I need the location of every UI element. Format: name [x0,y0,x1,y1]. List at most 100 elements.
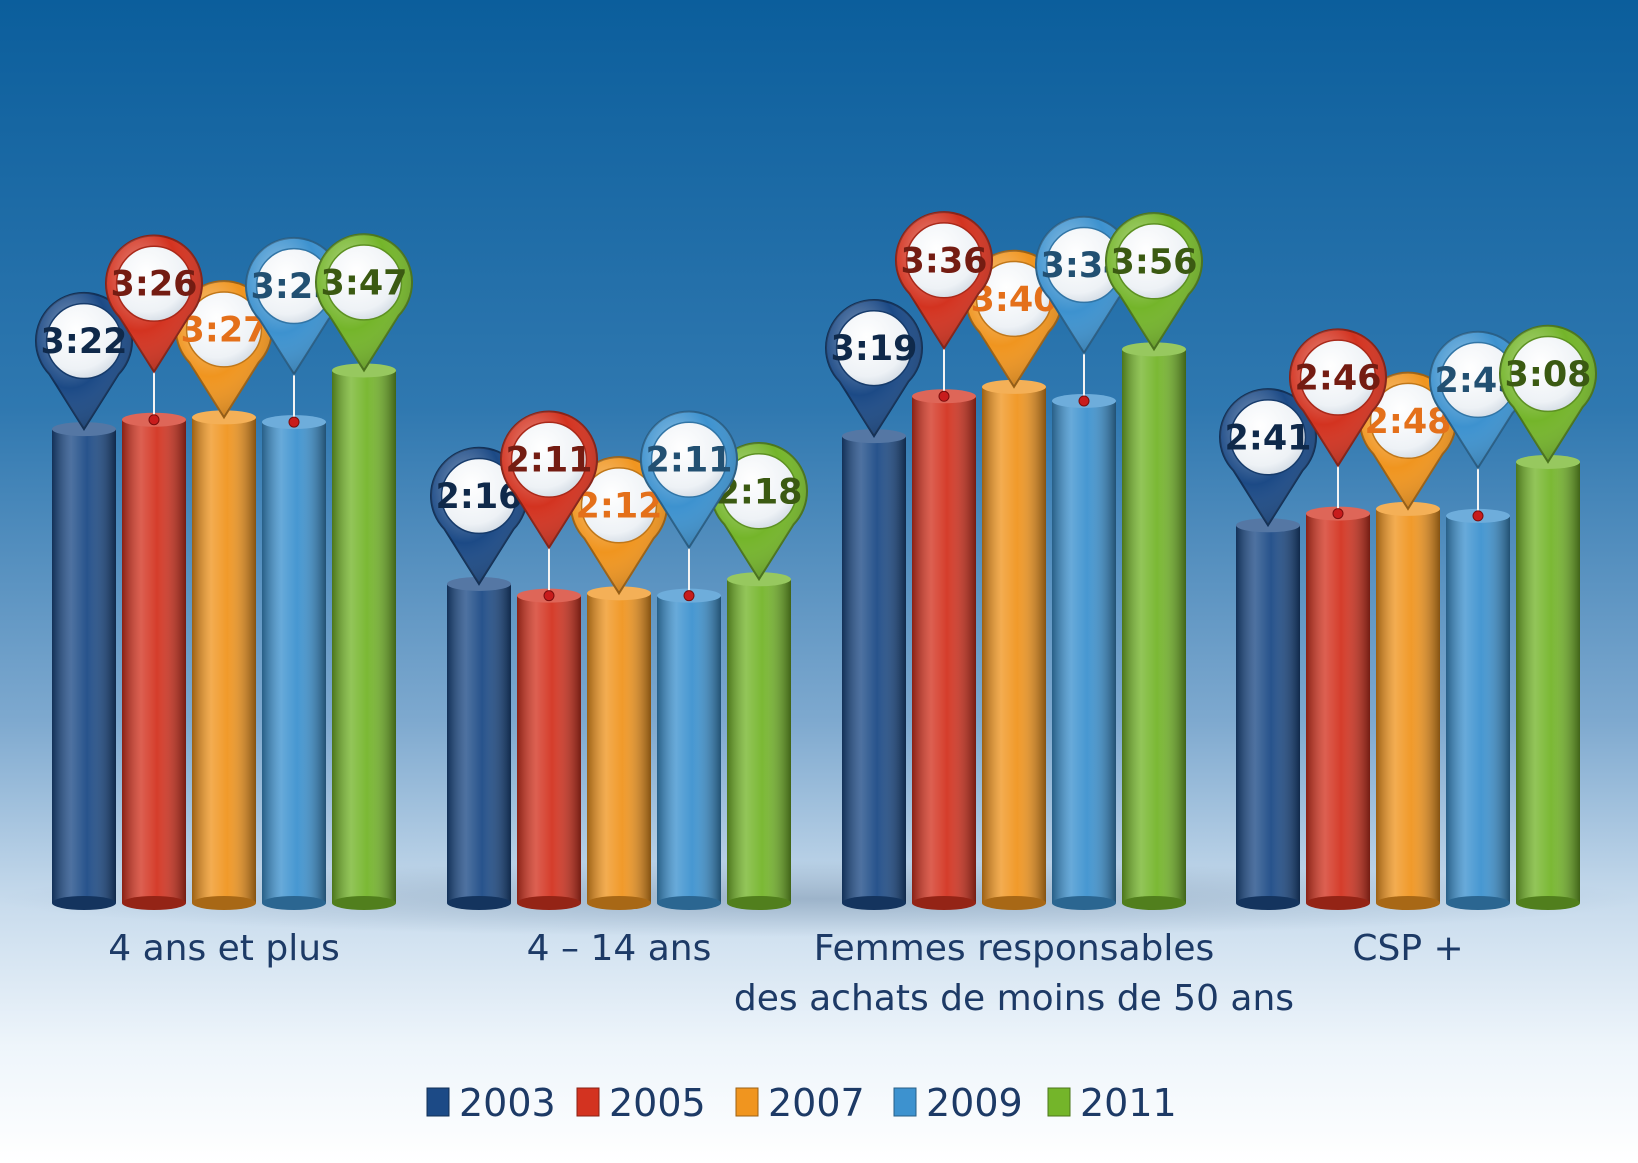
data-label-pin: 2:12 [570,456,668,596]
legend-label: 2007 [768,1081,865,1125]
bar-base [912,896,976,910]
legend-swatch [426,1087,450,1117]
bar [122,412,186,910]
bar-shading [447,583,511,903]
data-label-pin: 2:41 [1219,388,1317,528]
pin-face [185,291,263,368]
bar-base [262,896,326,910]
bar-shading [842,436,906,903]
bar-shading [982,386,1046,903]
data-label-pin: 3:19 [825,299,923,439]
bar [1052,393,1116,910]
legend-item: 2003 [426,1081,556,1125]
data-label-pin: 2:11 [500,410,598,602]
bar [1236,518,1300,910]
bar-base [1122,896,1186,910]
bar-base [1306,896,1370,910]
data-label: 3:27 [180,310,267,350]
bar-shading [1122,349,1186,903]
pin-dot [543,590,555,602]
bar [52,422,116,910]
bar-shading [1516,461,1580,903]
data-label-pin: 3:56 [1105,212,1203,352]
pin-face [1229,399,1307,476]
data-label: 2:11 [505,441,592,481]
bar-base [517,896,581,910]
category-label: des achats de moins de 50 ans [734,978,1294,1019]
category-label: 4 – 14 ans [527,928,712,969]
bar-shading [1236,525,1300,903]
bar [1516,454,1580,910]
bar-shading [727,579,791,903]
pin-face [1509,335,1587,413]
data-label: 2:41 [1224,418,1311,458]
pin-face [1115,223,1193,300]
pin-face [1299,339,1377,416]
legend-swatch [576,1087,600,1117]
pin-face [835,309,913,387]
bar [192,410,256,910]
bar-base [587,896,651,910]
pin-dot [148,414,160,426]
bar [912,389,976,910]
data-label-pin: 3:22 [35,292,133,431]
data-label-pin: 2:46 [1289,328,1387,520]
pin-face [905,222,983,299]
bar-shading [262,422,326,903]
legend-item: 2011 [1047,1081,1177,1125]
bar-base [1376,896,1440,910]
data-label: 2:48 [1364,402,1451,442]
data-label: 2:12 [575,486,662,526]
bar-base [1236,896,1300,910]
bar-shading [122,419,186,903]
bar [842,429,906,910]
bar-shading [52,429,116,903]
pin-dot [1472,510,1484,522]
data-label-pin: 2:48 [1359,371,1457,511]
legend-item: 2005 [576,1081,706,1125]
bar-shading [1052,400,1116,903]
data-label: 3:47 [320,263,407,303]
category-label: 4 ans et plus [108,928,340,969]
data-label: 3:19 [830,329,917,369]
legend-swatch [893,1087,917,1117]
bar-shading [1376,508,1440,903]
pin-face [580,467,658,544]
pin-dot [683,590,695,602]
data-label: 2:46 [1294,359,1381,399]
bar-base [657,896,721,910]
pin-face [1369,382,1447,460]
bar-shading [1306,513,1370,903]
pin-dot [1078,395,1090,407]
data-label-pin: 2:11 [640,410,738,602]
bar-base [982,896,1046,910]
category-label: Femmes responsables [814,928,1215,969]
bar-shading [657,595,721,903]
bar [982,379,1046,910]
legend-label: 2003 [459,1081,556,1125]
bar-base [447,896,511,910]
bar-shading [517,595,581,903]
data-label-pin: 3:08 [1499,324,1597,464]
data-label: 3:56 [1110,242,1197,282]
bar-shading [332,370,396,903]
data-label-pin: 3:27 [175,280,273,420]
bar [447,576,511,910]
bar [1376,501,1440,910]
floor-shadow [0,861,1638,937]
bar-shading [192,417,256,903]
bar-base [1516,896,1580,910]
bar-base [727,896,791,910]
bar [1446,508,1510,910]
bar-base [1446,896,1510,910]
bar-shading [587,593,651,903]
data-label-pin: 3:40 [965,249,1063,389]
legend-item: 2007 [735,1081,865,1125]
data-label: 3:36 [900,241,987,281]
bar [517,588,581,910]
legend-label: 2011 [1080,1081,1177,1125]
pin-dot [288,416,300,428]
bar [657,588,721,910]
bar-base [52,896,116,910]
